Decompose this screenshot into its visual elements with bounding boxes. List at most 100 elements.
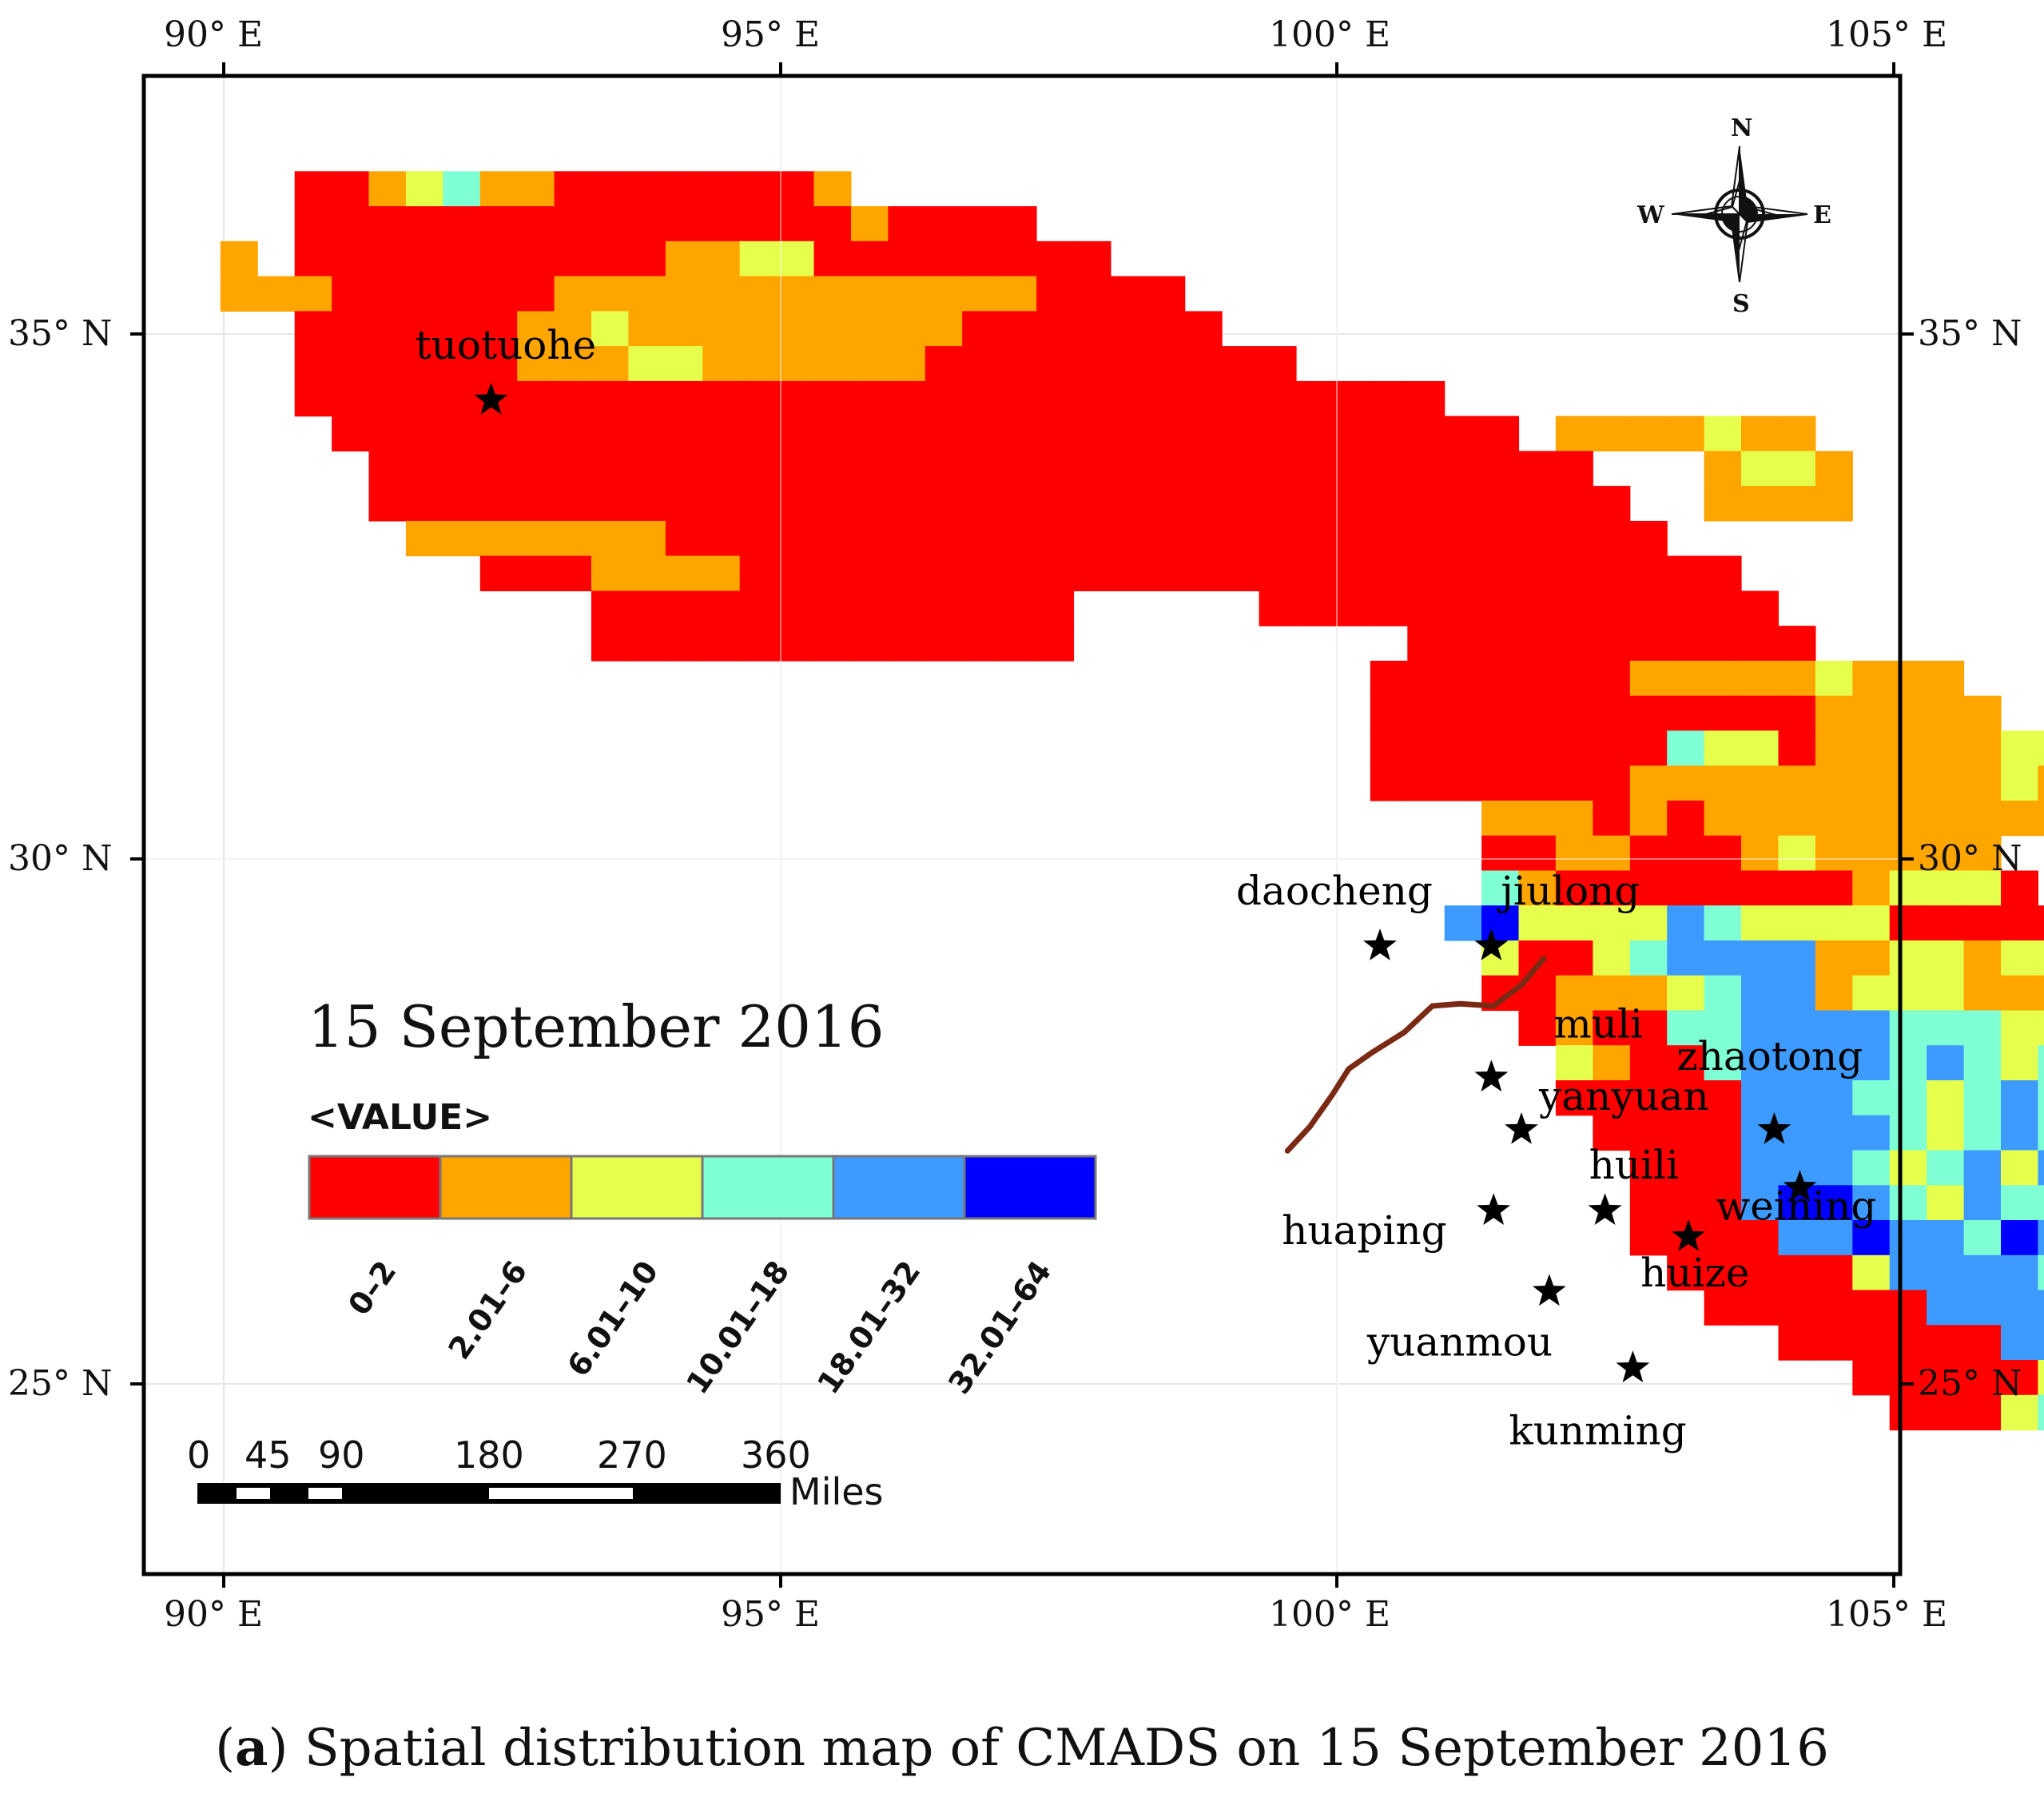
grid-cell	[1555, 590, 1593, 626]
grid-cell	[1741, 730, 1779, 766]
grid-cell	[1370, 415, 1408, 451]
grid-cell	[591, 415, 629, 451]
grid-cell	[2038, 905, 2044, 941]
grid-cell	[1741, 415, 1779, 451]
grid-cell	[591, 451, 629, 487]
grid-cell	[665, 276, 703, 312]
grid-cell	[1481, 695, 1520, 732]
legend: <VALUE> 0–2 2.01–6 6.01–10 10.01–18 18.01–32…	[308, 1097, 1097, 1401]
grid-cell	[1963, 1010, 2002, 1046]
grid-cell	[702, 626, 741, 662]
grid-cell	[1704, 1220, 1742, 1256]
legend-label-1: 2.01–6	[441, 1254, 534, 1366]
grid-cell	[1927, 905, 1965, 941]
grid-cell	[591, 311, 629, 347]
legend-label-0: 0–2	[341, 1254, 403, 1322]
axis-ticks	[130, 62, 1914, 1588]
grid-cell	[702, 415, 741, 451]
grid-cell	[1889, 905, 1927, 941]
station-star-tuotuohe	[474, 382, 508, 415]
grid-cell	[1296, 415, 1334, 451]
grid-cell	[1778, 940, 1816, 976]
grid-cell	[1963, 1394, 2002, 1431]
grid-cell	[1593, 975, 1631, 1012]
grid-cell	[1184, 451, 1223, 487]
grid-cell	[332, 171, 370, 207]
station-label-daocheng: daocheng	[1236, 868, 1433, 914]
grid-cell	[1629, 940, 1668, 976]
grid-cell	[517, 415, 555, 451]
grid-cell	[2038, 730, 2044, 766]
grid-cell	[1073, 241, 1111, 277]
grid-cell	[368, 380, 407, 417]
grid-cell	[888, 626, 926, 662]
grid-cell	[1852, 1254, 1891, 1291]
grid-cell	[962, 451, 1000, 487]
grid-cell	[517, 171, 555, 207]
grid-cell	[591, 206, 629, 242]
grid-cell	[925, 241, 963, 277]
grid-cell	[1593, 1010, 1631, 1046]
grid-cell	[1555, 555, 1593, 591]
grid-cell	[1815, 730, 1853, 766]
y-tick-left-30: 30° N	[8, 838, 112, 879]
grid-cell	[1629, 415, 1668, 451]
grid-cell	[1073, 346, 1111, 382]
grid-cell	[1927, 660, 1965, 697]
grid-cell	[1927, 730, 1965, 766]
grid-cell	[628, 380, 666, 417]
legend-swatch-3	[701, 1155, 835, 1220]
station-star-yanyuan	[1505, 1112, 1538, 1144]
grid-cell	[925, 311, 963, 347]
scale-label-360: 360	[741, 1433, 811, 1477]
grid-cell	[1778, 1045, 1816, 1081]
grid-cell	[1333, 520, 1371, 557]
x-tick-bottom-100: 100° E	[1269, 1594, 1390, 1635]
grid-cell	[962, 626, 1000, 662]
compass-n: N	[1731, 114, 1752, 142]
grid-cell	[1629, 730, 1668, 766]
grid-cell	[1815, 695, 1853, 732]
grid-cell	[1889, 660, 1927, 697]
grid-cell	[1741, 695, 1779, 732]
grid-cell	[1593, 1115, 1631, 1151]
grid-cell	[1222, 555, 1260, 591]
scale-label-0: 0	[187, 1433, 210, 1477]
grid-cell	[1184, 520, 1223, 557]
grid-cell	[1889, 1010, 1927, 1046]
grid-cell	[443, 486, 481, 522]
grid-cell	[1963, 1325, 2002, 1361]
grid-cell	[2038, 975, 2044, 1012]
grid-cell	[1518, 870, 1557, 906]
grid-cell	[1963, 1290, 2002, 1326]
grid-cell	[1889, 730, 1927, 766]
grid-cell	[1555, 835, 1593, 872]
grid-cell	[851, 311, 889, 347]
grid-cell	[813, 171, 852, 207]
grid-cell	[220, 276, 258, 312]
grid-cell	[1259, 520, 1297, 557]
grid-cell	[925, 555, 963, 591]
grid-cell	[999, 590, 1037, 626]
grid-cell	[1555, 1010, 1593, 1046]
grid-cell	[1296, 555, 1334, 591]
grid-cell	[2038, 800, 2044, 837]
grid-cell	[1629, 765, 1668, 801]
grid-cell	[851, 206, 889, 242]
grid-cell	[777, 520, 815, 557]
grid-cell	[1073, 555, 1111, 591]
x-tick-bottom-105: 105° E	[1826, 1594, 1947, 1635]
grid-cell	[591, 486, 629, 522]
grid-cell	[851, 241, 889, 277]
grid-cell	[1704, 1115, 1742, 1151]
grid-cell	[1704, 905, 1742, 941]
grid-cell	[1110, 520, 1148, 557]
grid-cell	[1036, 346, 1075, 382]
grid-cell	[1778, 1325, 1816, 1361]
grid-cell	[443, 206, 481, 242]
grid-cell	[1704, 1290, 1742, 1326]
grid-cell	[1963, 940, 2002, 976]
grid-cell	[1407, 486, 1446, 522]
grid-cell	[1333, 590, 1371, 626]
grid-cell	[1778, 870, 1816, 906]
